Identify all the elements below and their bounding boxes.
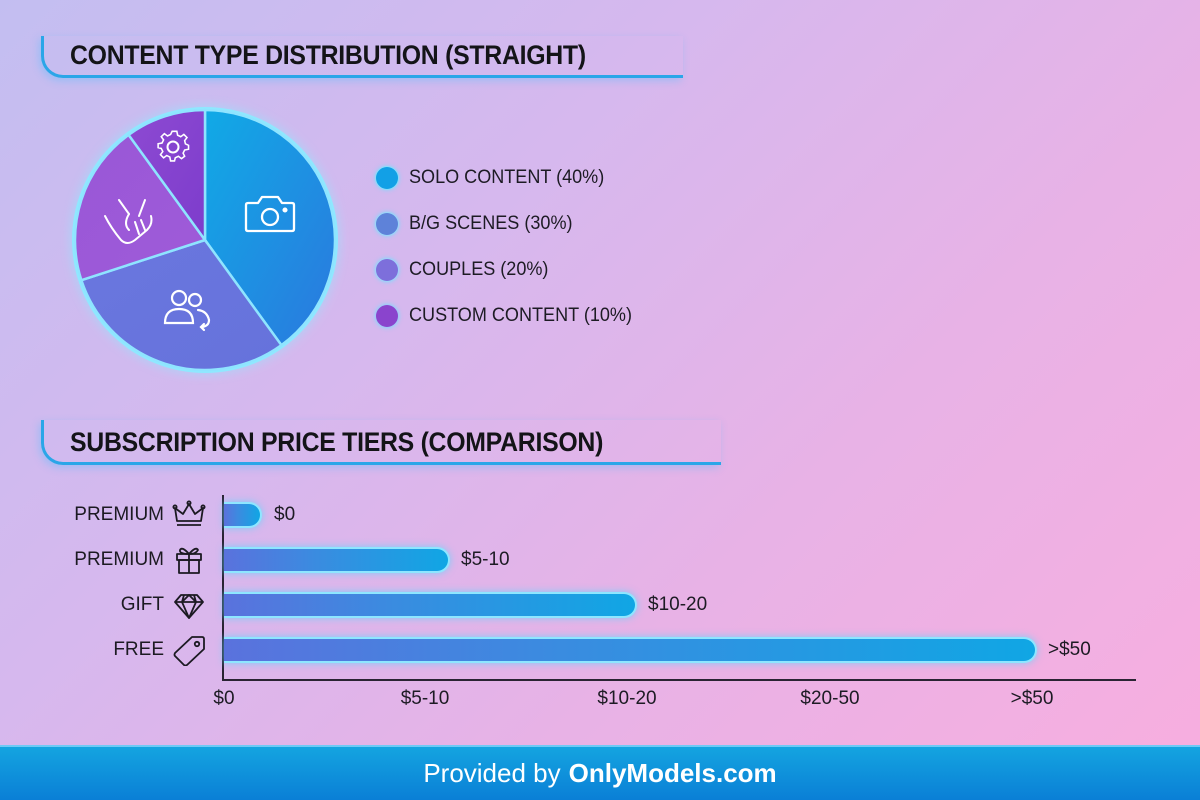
bar-value-label: $0 — [274, 504, 296, 525]
legend-swatch-solo — [375, 166, 399, 190]
x-tick-label: >$50 — [1010, 688, 1054, 709]
diamond-icon — [172, 589, 206, 621]
bar-premium-crown[interactable] — [224, 502, 262, 528]
legend-label: CUSTOM CONTENT (10%) — [409, 305, 632, 326]
bar-row-premium-crown: PREMIUM $0 — [0, 499, 1200, 531]
section-heading-content-type: CONTENT TYPE DISTRIBUTION (STRAIGHT) — [41, 36, 683, 78]
bar-row-premium-gift: PREMIUM $5-10 — [0, 544, 1200, 576]
bar-premium-gift[interactable] — [224, 547, 450, 573]
legend-item-bg-scenes[interactable]: B/G SCENES (30%) — [375, 201, 644, 247]
bar-gift[interactable] — [224, 592, 637, 618]
bar-category-label: FREE — [113, 639, 164, 660]
legend-swatch-custom — [375, 304, 399, 328]
legend-swatch-bg — [375, 212, 399, 236]
crown-icon — [172, 499, 206, 531]
legend-item-couples[interactable]: COUPLES (20%) — [375, 247, 644, 293]
pie-slice-couples[interactable] — [73, 133, 208, 282]
bar-value-label: $5-10 — [461, 549, 510, 570]
pie-chart — [60, 95, 350, 385]
x-axis-line — [222, 679, 1136, 681]
bar-free[interactable] — [224, 637, 1037, 663]
bar-row-gift: GIFT $10-20 — [0, 589, 1200, 621]
pie-slice-solo-content[interactable] — [203, 108, 337, 347]
pie-chart-svg — [72, 107, 338, 373]
bar-category-label: PREMIUM — [74, 549, 164, 570]
footer-banner: Provided by OnlyModels.com — [0, 745, 1200, 800]
legend-item-solo-content[interactable]: SOLO CONTENT (40%) — [375, 155, 644, 201]
x-tick-label: $10-20 — [597, 688, 657, 709]
tag-icon — [172, 634, 206, 667]
pie-legend: SOLO CONTENT (40%) B/G SCENES (30%) COUP… — [375, 155, 644, 339]
gift-icon — [172, 544, 206, 576]
bar-row-free: FREE >$50 — [0, 634, 1200, 667]
footer-brand-link[interactable]: OnlyModels.com — [568, 758, 777, 788]
bar-value-label: $10-20 — [648, 594, 708, 615]
bar-category-label: GIFT — [120, 594, 164, 615]
legend-swatch-couples — [375, 258, 399, 282]
x-tick-label: $0 — [213, 688, 235, 709]
bar-category-label: PREMIUM — [74, 504, 164, 525]
users-icon — [163, 289, 211, 332]
legend-label: B/G SCENES (30%) — [409, 213, 573, 234]
chart-title-content-type: CONTENT TYPE DISTRIBUTION (STRAIGHT) — [70, 40, 586, 70]
legend-label: COUPLES (20%) — [409, 259, 549, 280]
x-tick-label: $20-50 — [800, 688, 860, 709]
legend-item-custom-content[interactable]: CUSTOM CONTENT (10%) — [375, 293, 644, 339]
bar-value-label: >$50 — [1048, 639, 1091, 660]
section-heading-price-tiers: SUBSCRIPTION PRICE TIERS (COMPARISON) — [41, 420, 721, 465]
handshake-icon — [104, 199, 153, 244]
chart-title-price-tiers: SUBSCRIPTION PRICE TIERS (COMPARISON) — [70, 427, 604, 457]
camera-icon — [244, 195, 296, 233]
footer-prefix: Provided by — [423, 758, 561, 788]
x-tick-label: $5-10 — [400, 688, 450, 709]
legend-label: SOLO CONTENT (40%) — [409, 167, 605, 188]
gear-icon — [157, 130, 190, 162]
